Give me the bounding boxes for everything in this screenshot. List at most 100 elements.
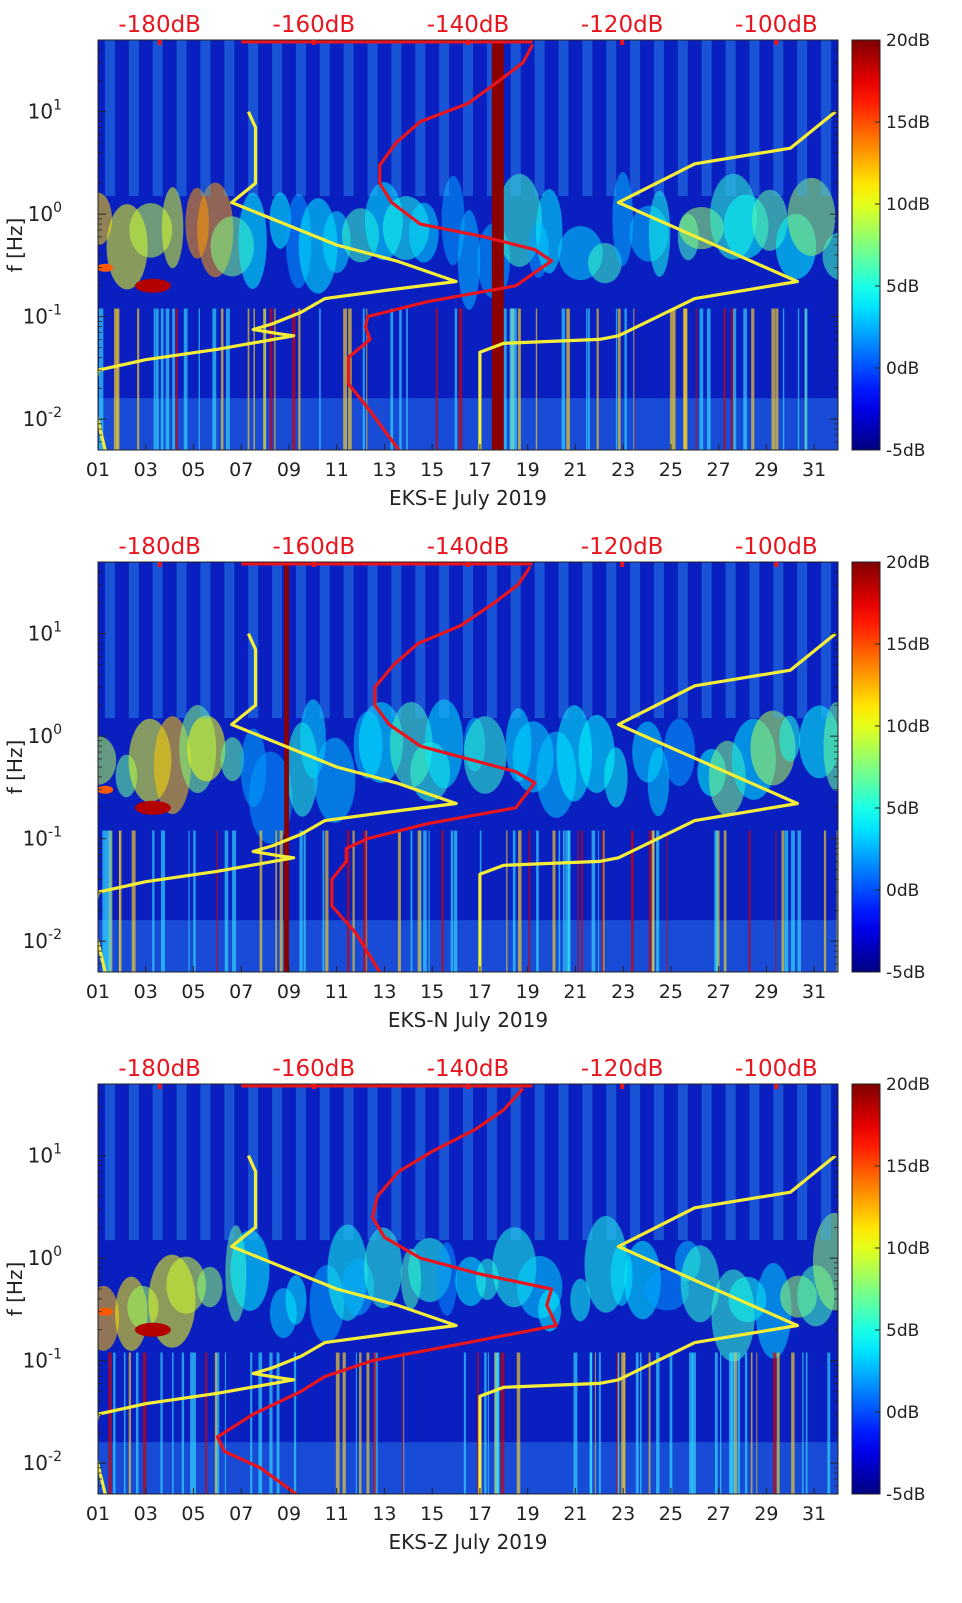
transient-streak: [108, 1352, 112, 1494]
x-tick-label: 31: [802, 1503, 826, 1525]
x-tick-label: 01: [86, 459, 110, 481]
transient-streak: [325, 830, 329, 972]
daily-streak: [677, 40, 688, 197]
x-tick-label: 07: [229, 459, 253, 481]
colorbar-tick-label: 20dB: [886, 31, 930, 51]
transient-streak: [463, 1352, 466, 1494]
top-axis-label: -120dB: [581, 1056, 664, 1082]
daily-streak: [272, 40, 283, 197]
x-tick-label: 03: [134, 459, 158, 481]
transient-streak: [250, 1352, 253, 1494]
daily-streak: [295, 40, 306, 197]
transient-streak: [516, 1352, 521, 1494]
x-axis-label: EKS-N July 2019: [388, 1008, 548, 1032]
top-axis-label: -140dB: [427, 12, 510, 38]
transient-streak: [719, 1352, 722, 1494]
transient-streak: [648, 1352, 651, 1494]
hotspot-marker: [98, 263, 114, 272]
yellow-model-curve-right: [478, 632, 837, 972]
transient-streak: [577, 830, 579, 972]
daily-streak: [415, 562, 426, 719]
transient-streak: [756, 1352, 758, 1494]
daily-streak: [534, 562, 545, 719]
transient-streak: [617, 308, 621, 450]
daily-streak: [295, 562, 306, 719]
daily-streak: [319, 40, 330, 197]
transient-streak: [656, 830, 660, 972]
daily-streak: [176, 40, 187, 197]
transient-streak: [714, 1352, 718, 1494]
transient-streak: [601, 830, 604, 972]
daily-streak: [653, 562, 664, 719]
transient-streak: [276, 1352, 280, 1494]
transient-streak: [586, 308, 588, 450]
transient-streak: [552, 830, 556, 972]
transient-streak: [750, 1352, 753, 1494]
transient-streak: [346, 830, 350, 972]
microseism-blob: [647, 747, 670, 817]
transient-streak: [303, 830, 306, 972]
x-tick-label: 21: [563, 459, 587, 481]
microseism-blob: [248, 751, 293, 844]
transient-streak: [247, 308, 250, 450]
transient-streak: [163, 830, 165, 972]
transient-streak: [275, 830, 278, 972]
daily-streak: [701, 562, 712, 719]
transient-streak: [518, 830, 522, 972]
transient-streak: [617, 1352, 620, 1494]
transient-streak: [390, 308, 394, 450]
hotspot-marker: [134, 278, 171, 293]
daily-streak: [128, 562, 139, 719]
red-noise-curve: [215, 1087, 558, 1494]
transient-streak: [183, 308, 188, 450]
transient-streak: [155, 308, 159, 450]
daily-streak: [104, 40, 115, 197]
x-tick-label: 19: [516, 459, 540, 481]
yellow-model-curve-right: [478, 1154, 837, 1494]
daily-streak: [773, 1084, 784, 1241]
daily-streak: [319, 562, 330, 719]
transient-streak: [406, 308, 408, 450]
x-tick-label: 23: [611, 1503, 635, 1525]
daily-streak: [176, 1084, 187, 1241]
transient-streak: [269, 1352, 273, 1494]
transient-streak: [224, 1352, 227, 1494]
transient-streak: [274, 308, 276, 450]
top-axis-label: -120dB: [581, 12, 664, 38]
x-tick-label: 23: [611, 981, 635, 1003]
transient-streak: [172, 308, 176, 450]
x-tick-label: 21: [563, 1503, 587, 1525]
daily-streak: [439, 562, 450, 719]
colorbar-tick-label: -5dB: [886, 963, 925, 983]
x-tick-label: 11: [325, 459, 349, 481]
x-tick-label: 03: [134, 1503, 158, 1525]
transient-streak: [212, 308, 217, 450]
colorbar-tick-label: 0dB: [886, 1403, 919, 1423]
daily-streak: [176, 562, 187, 719]
x-tick-label: 19: [516, 981, 540, 1003]
daily-streak: [200, 562, 211, 719]
x-tick-label: 07: [229, 1503, 253, 1525]
transient-streak: [101, 308, 104, 450]
transient-streak: [165, 308, 170, 450]
daily-streak: [653, 40, 664, 197]
colorbar-tick-label: 0dB: [886, 881, 919, 901]
colorbar-tick-label: 15dB: [886, 635, 930, 655]
daily-streak: [200, 40, 211, 197]
x-tick-label: 09: [277, 981, 301, 1003]
transient-streak: [419, 830, 421, 972]
x-tick-label: 25: [659, 981, 683, 1003]
highlight-band: [491, 40, 504, 450]
transient-streak: [535, 308, 538, 450]
daily-streak: [248, 1084, 259, 1241]
microseism-blob: [787, 177, 836, 256]
transient-streak: [319, 308, 321, 450]
microseism-blob: [535, 188, 563, 274]
transient-streak: [573, 1352, 578, 1494]
daily-streak: [510, 562, 521, 719]
transient-streak: [744, 1352, 748, 1494]
transient-streak: [484, 1352, 487, 1494]
colorbar-tick-label: 5dB: [886, 277, 919, 297]
transient-streak: [781, 830, 785, 972]
